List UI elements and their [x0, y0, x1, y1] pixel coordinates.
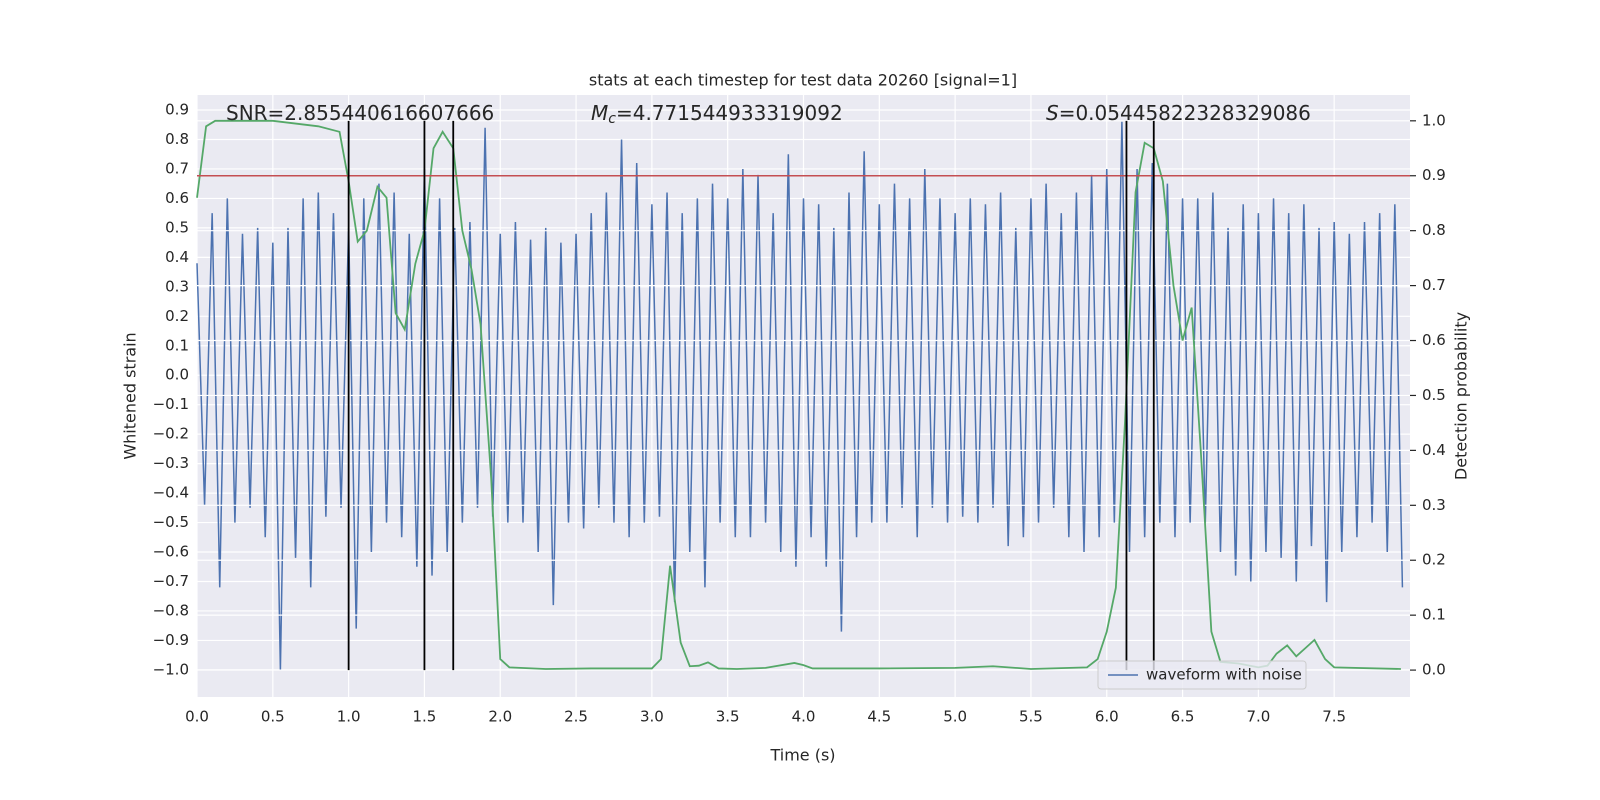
annotation-symbol: M — [591, 101, 608, 125]
annotation-text: =4.771544933319092 — [616, 101, 843, 125]
x-tick-label: 7.5 — [1322, 708, 1346, 726]
y-tick-label: −0.6 — [153, 543, 189, 561]
x-tick-label: 2.0 — [488, 708, 512, 726]
y2-tick-label: 0.6 — [1422, 331, 1446, 349]
legend-label: waveform with noise — [1146, 666, 1302, 684]
y-tick-label: 0.6 — [165, 189, 189, 207]
y2-tick-label: 0.1 — [1422, 606, 1446, 624]
y-tick-label: 0.2 — [165, 307, 189, 325]
annotation-subscript: c — [608, 111, 616, 127]
x-tick-label: 0.5 — [261, 708, 285, 726]
waveform-line — [196, 121, 1404, 670]
annotation: S=0.05445822328329086 — [1046, 101, 1311, 125]
x-tick-label: 1.0 — [337, 708, 361, 726]
x-tick-label: 4.0 — [792, 708, 816, 726]
y2-tick-label: 0.2 — [1422, 551, 1446, 569]
x-tick-label: 5.0 — [943, 708, 967, 726]
y2-tick-label: 0.8 — [1422, 221, 1446, 239]
y-tick-label: 0.3 — [165, 277, 189, 295]
chart-title: stats at each timestep for test data 202… — [589, 71, 1017, 90]
x-tick-label: 3.0 — [640, 708, 664, 726]
y-tick-label: 0.9 — [165, 101, 189, 119]
probability-line — [196, 119, 1401, 670]
y2-axis-label: Detection probability — [1452, 312, 1471, 480]
annotation-symbol: S — [1046, 101, 1059, 125]
y-tick-label: −1.0 — [153, 660, 189, 678]
y-tick-label: 0.7 — [165, 159, 189, 177]
y2-tick-label: 0.3 — [1422, 496, 1446, 514]
y2-tick-label: 0.5 — [1422, 386, 1446, 404]
annotation: SNR=2.855440616607666 — [226, 101, 494, 125]
x-tick-label: 5.5 — [1019, 708, 1043, 726]
x-tick-label: 0.0 — [185, 708, 209, 726]
y-tick-label: −0.2 — [153, 425, 189, 443]
y-tick-label: −0.9 — [153, 631, 189, 649]
y2-tick-label: 0.7 — [1422, 276, 1446, 294]
x-tick-label: 2.5 — [564, 708, 588, 726]
annotation: Mc=4.771544933319092 — [591, 101, 843, 128]
y-axis-label: Whitened strain — [121, 332, 140, 459]
y-tick-label: 0.8 — [165, 130, 189, 148]
x-tick-label: 6.5 — [1171, 708, 1195, 726]
x-tick-label: 7.0 — [1246, 708, 1270, 726]
x-tick-label: 3.5 — [716, 708, 740, 726]
y-tick-label: 0.0 — [165, 366, 189, 384]
y-tick-label: 0.1 — [165, 336, 189, 354]
y-tick-label: −0.1 — [153, 395, 189, 413]
y-tick-label: 0.5 — [165, 218, 189, 236]
annotation-text: =0.05445822328329086 — [1059, 101, 1311, 125]
y-tick-label: −0.8 — [153, 601, 189, 619]
y-tick-label: −0.4 — [153, 484, 189, 502]
y-tick-label: −0.5 — [153, 513, 189, 531]
y2-tick-label: 0.0 — [1422, 661, 1446, 679]
y-tick-label: 0.4 — [165, 248, 189, 266]
y2-tick-label: 1.0 — [1422, 111, 1446, 129]
x-tick-label: 4.5 — [867, 708, 891, 726]
y-tick-label: −0.3 — [153, 454, 189, 472]
legend-box — [1097, 660, 1307, 690]
annotation-text: SNR=2.855440616607666 — [226, 101, 494, 125]
y-tick-label: −0.7 — [153, 572, 189, 590]
x-axis-label: Time (s) — [769, 746, 835, 765]
x-tick-label: 1.5 — [413, 708, 437, 726]
y2-tick-label: 0.4 — [1422, 441, 1446, 459]
x-tick-label: 6.0 — [1095, 708, 1119, 726]
y2-tick-label: 0.9 — [1422, 166, 1446, 184]
